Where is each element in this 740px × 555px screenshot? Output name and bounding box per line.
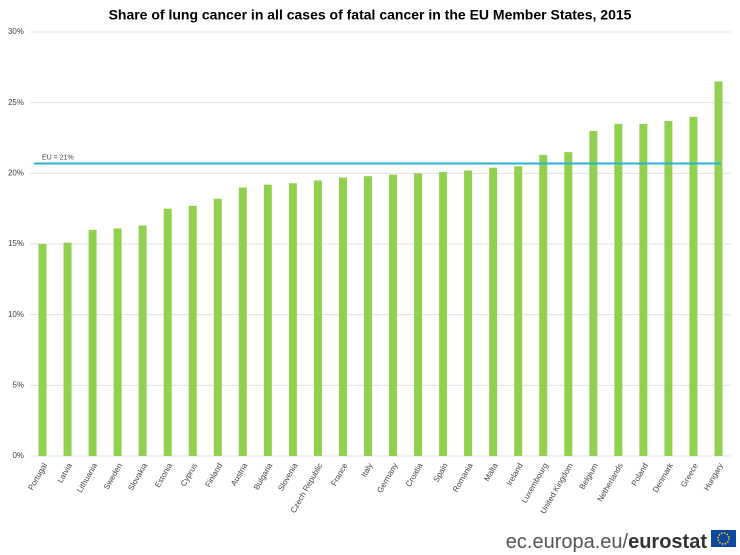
- bar: [263, 184, 272, 456]
- eu-flag: [711, 530, 736, 547]
- x-tick-label: Croatia: [404, 461, 425, 488]
- bar: [363, 176, 372, 456]
- x-tick-label: Poland: [630, 462, 650, 488]
- bar: [113, 228, 122, 456]
- bar: [614, 123, 623, 456]
- footer: ec.europa.eu/eurostat: [506, 531, 708, 553]
- x-tick-label: Austria: [229, 461, 250, 488]
- x-tick-label: Estonia: [153, 461, 174, 489]
- bar: [313, 180, 322, 456]
- bar: [639, 123, 648, 456]
- y-tick-label: 20%: [8, 168, 24, 177]
- x-tick-label: Bulgaria: [252, 461, 275, 491]
- bar: [464, 170, 473, 457]
- footer-brand: eurostat: [628, 531, 707, 553]
- x-tick-label: Slovenia: [276, 461, 299, 493]
- x-tick-label: Lithuania: [75, 461, 99, 494]
- bar: [414, 173, 423, 457]
- x-tick-label: Denmark: [651, 461, 676, 494]
- bar: [664, 121, 673, 456]
- bar: [63, 242, 72, 456]
- x-tick-label: Malta: [482, 461, 500, 483]
- x-tick-label: Romania: [451, 461, 475, 494]
- bar: [238, 187, 247, 456]
- chart-title: Share of lung cancer in all cases of fat…: [109, 7, 632, 23]
- bar: [714, 81, 723, 456]
- x-tick-label: Greece: [679, 461, 700, 489]
- bar: [213, 198, 222, 457]
- y-tick-label: 30%: [8, 27, 24, 36]
- bar: [539, 154, 548, 456]
- bar: [88, 229, 97, 456]
- bar: [389, 174, 398, 456]
- x-tick-label: Portugal: [26, 461, 49, 491]
- y-tick-label: 10%: [8, 310, 24, 319]
- x-tick-label: Germany: [375, 462, 399, 495]
- x-tick-label: Cyprus: [179, 462, 199, 488]
- y-tick-label: 15%: [8, 239, 24, 248]
- x-tick-label: Spain: [432, 462, 450, 484]
- bar: [188, 205, 197, 456]
- y-tick-label: 25%: [8, 98, 24, 107]
- x-tick-label: France: [329, 461, 350, 488]
- x-tick-label: Latvia: [56, 461, 75, 484]
- footer-prefix: ec.europa.eu/: [506, 531, 629, 553]
- x-tick-label: Ireland: [505, 462, 525, 488]
- x-tick-label: Belgium: [578, 461, 600, 491]
- x-tick-label: Slovakia: [126, 461, 149, 492]
- bar: [564, 152, 573, 456]
- bar: [589, 130, 598, 456]
- bar: [689, 116, 698, 457]
- bar: [288, 183, 297, 456]
- y-tick-label: 0%: [12, 451, 24, 460]
- bar: [138, 225, 147, 456]
- y-tick-label: 5%: [12, 380, 24, 389]
- bar: [163, 208, 172, 456]
- x-tick-label: Sweden: [102, 462, 124, 492]
- bar: [489, 167, 498, 456]
- bar: [38, 244, 47, 456]
- x-tick-label: Finland: [203, 462, 224, 489]
- bar: [338, 177, 347, 456]
- bar: [514, 166, 523, 456]
- x-tick-label: Hungary: [702, 462, 725, 493]
- x-tick-label: Netherlands: [596, 462, 625, 504]
- reference-label: EU = 21%: [42, 154, 74, 161]
- x-tick-label: Italy: [359, 462, 374, 479]
- bar: [439, 171, 448, 457]
